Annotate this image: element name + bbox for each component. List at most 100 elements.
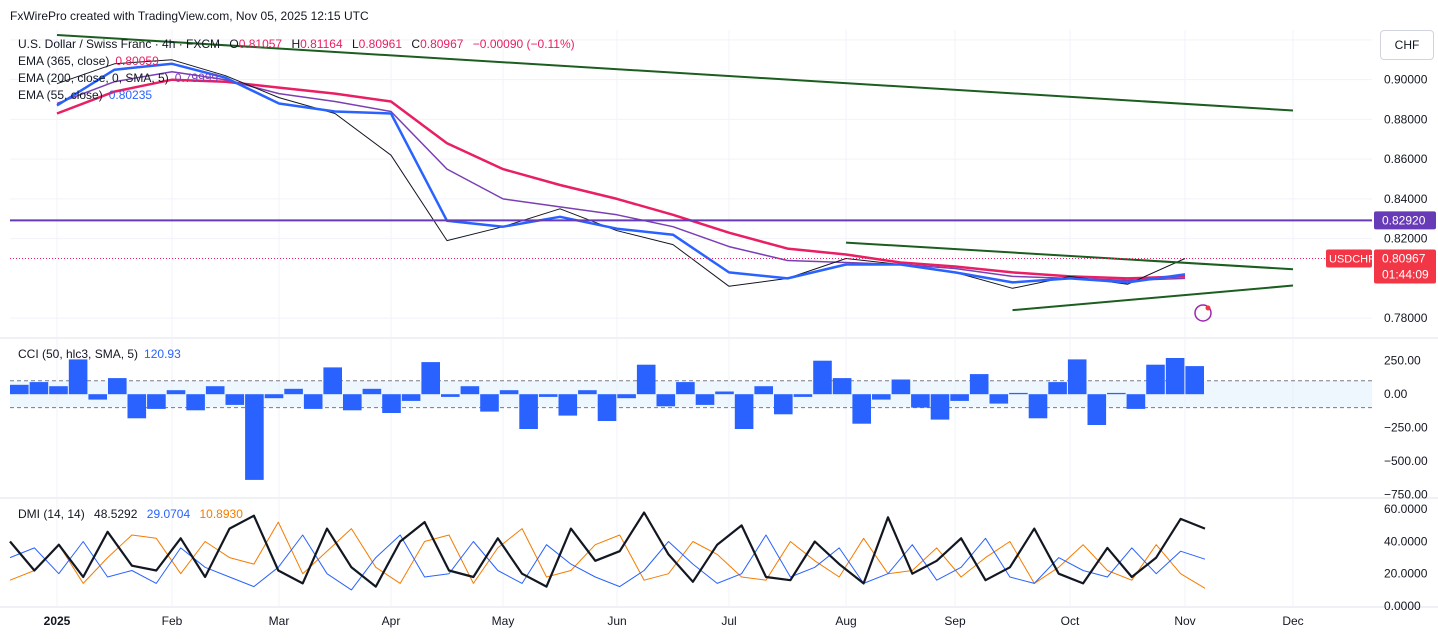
ema55-label: EMA (55, close) — [18, 88, 103, 102]
high-label: H — [291, 37, 301, 51]
cci-bar — [950, 394, 969, 401]
cci-tick-label: −750.00 — [1384, 488, 1428, 502]
price-tick-label: 0.78000 — [1384, 311, 1428, 325]
alert-icon — [1194, 304, 1212, 322]
cci-bar — [656, 394, 676, 407]
time-axis-label: Mar — [269, 614, 290, 628]
ema365-label: EMA (365, close) — [18, 54, 110, 68]
cci-bar — [558, 394, 578, 416]
price-label: 0.80967 — [1382, 252, 1426, 266]
currency-selector[interactable]: CHF — [1380, 30, 1434, 60]
chart-credit: FxWirePro created with TradingView.com, … — [10, 9, 369, 23]
grid-layer — [0, 30, 1438, 608]
cci-bar — [264, 394, 284, 399]
cci-bar — [49, 386, 68, 395]
ema200-line — [56, 70, 1186, 282]
dmi-tick-label: 0.0000 — [1384, 599, 1421, 613]
countdown-label: 01:44:09 — [1382, 268, 1429, 282]
cci-bar — [1067, 359, 1087, 395]
cci-bar — [1165, 358, 1185, 395]
ema365-legend[interactable]: EMA (365, close) 0.80059 — [18, 54, 159, 68]
cci-pane[interactable] — [10, 358, 1372, 480]
ema200-label: EMA (200, close, 0, SMA, 5) — [18, 71, 169, 85]
cci-tick-label: −250.00 — [1384, 421, 1428, 435]
cci-value: 120.93 — [144, 347, 181, 361]
cci-bar — [1126, 394, 1146, 409]
cci-bar — [832, 378, 852, 395]
dmi-legend[interactable]: DMI (14, 14) 48.5292 29.0704 10.8930 — [18, 507, 243, 521]
cci-bar — [891, 379, 911, 395]
plus-di-value: 29.0704 — [146, 507, 191, 521]
cci-bar — [362, 388, 382, 395]
time-axis-label: Jul — [721, 614, 736, 628]
ticker-label: USDCHF — [1329, 254, 1375, 266]
cci-bar — [225, 394, 245, 405]
cci-bar — [774, 394, 793, 415]
cci-bar — [205, 386, 225, 395]
open-label: O — [229, 37, 239, 51]
close-value: 0.80967 — [420, 37, 464, 51]
ema200-legend[interactable]: EMA (200, close, 0, SMA, 5) 0.79999 — [18, 71, 218, 85]
cci-bar — [68, 359, 88, 395]
cci-bar — [754, 386, 773, 395]
cci-bar — [989, 394, 1009, 404]
cci-bar — [460, 386, 480, 395]
adx-line — [9, 511, 1206, 588]
time-axis-label: Aug — [835, 614, 856, 628]
cci-bar — [911, 394, 930, 408]
dmi-pane[interactable] — [9, 511, 1206, 591]
cci-legend[interactable]: CCI (50, hlc3, SMA, 5) 120.93 — [18, 347, 181, 361]
time-axis-label: May — [492, 614, 515, 628]
cci-bar — [1146, 364, 1165, 395]
symbol-legend[interactable]: U.S. Dollar / Swiss Franc · 4h · FXCM O0… — [18, 37, 575, 51]
time-axis-label: Sep — [944, 614, 966, 628]
trendline — [56, 33, 1294, 112]
cci-bar — [538, 394, 558, 397]
cci-bar — [578, 390, 597, 395]
time-axis-label: 2025 — [44, 614, 71, 628]
price-line-usdchf — [56, 59, 1186, 289]
time-axis-label: Nov — [1174, 614, 1195, 628]
high-value: 0.81164 — [300, 37, 343, 51]
dmi-label: DMI (14, 14) — [18, 507, 85, 521]
cci-bar — [597, 394, 617, 421]
ohlc-low: L0.80961 — [352, 37, 402, 51]
cci-bar — [343, 394, 362, 411]
cci-bar — [636, 364, 656, 395]
main-price-pane[interactable] — [10, 33, 1372, 322]
ema55-value: 0.80235 — [108, 88, 153, 102]
cci-bar — [1048, 382, 1067, 395]
ema55-legend[interactable]: EMA (55, close) 0.80235 — [18, 88, 152, 102]
cci-tick-label: 0.00 — [1384, 387, 1408, 401]
alert-dot-icon — [1205, 305, 1211, 311]
cci-bar — [852, 394, 871, 424]
ohlc-open: O0.81057 — [229, 37, 282, 51]
ticker-label-box — [1326, 249, 1372, 268]
time-axis-label: Feb — [162, 614, 183, 628]
cci-bar — [108, 378, 127, 395]
time-axis-label: Oct — [1061, 614, 1080, 628]
open-value: 0.81057 — [238, 37, 283, 51]
cci-bar — [734, 394, 754, 429]
cci-bar — [147, 394, 166, 409]
dmi-tick-label: 60.0000 — [1384, 502, 1428, 516]
symbol-title: U.S. Dollar / Swiss Franc · 4h · FXCM — [18, 37, 221, 51]
cci-bar — [519, 394, 538, 429]
time-axis-label: Apr — [382, 614, 401, 628]
cci-bar — [793, 394, 813, 397]
cci-bar — [617, 394, 636, 399]
cci-label: CCI (50, hlc3, SMA, 5) — [18, 347, 139, 361]
cci-bar — [872, 394, 891, 400]
cci-bar — [969, 374, 989, 395]
cci-bar — [166, 390, 186, 395]
ema55-line — [56, 62, 1186, 284]
cci-bar — [245, 394, 264, 480]
ohlc-change: −0.00090 (−0.11%) — [472, 37, 575, 51]
ohlc-close: C0.80967 — [411, 37, 463, 51]
close-label: C — [411, 37, 421, 51]
minus-di-value: 10.8930 — [199, 507, 243, 521]
cci-bar — [1107, 392, 1126, 395]
cci-bar — [421, 362, 440, 395]
cci-bar — [127, 394, 147, 419]
